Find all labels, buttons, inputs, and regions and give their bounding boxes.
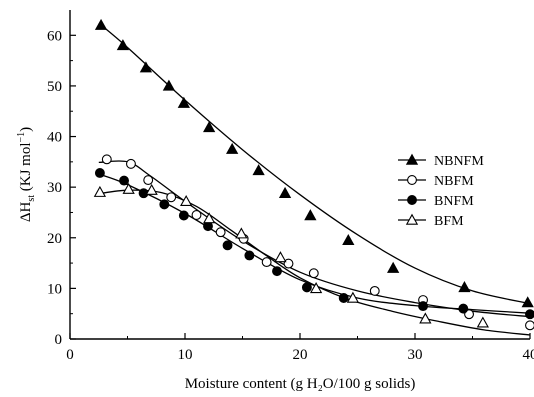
data-point-bfm	[145, 183, 158, 195]
data-point-bfm	[476, 316, 489, 328]
data-point-nbnfm	[304, 209, 317, 221]
data-point-nbnfm	[94, 18, 108, 30]
y-axis-label-unit: (KJ mol	[18, 142, 34, 195]
data-point-bnfm	[119, 175, 130, 186]
data-point-nbnfm	[116, 39, 130, 51]
data-point-nbnfm	[342, 233, 355, 246]
data-point-nbnfm	[139, 61, 153, 73]
data-point-bnfm	[458, 303, 469, 314]
data-point-nbnfm	[162, 79, 176, 91]
legend: NBNFM NBFM BNFM BFM	[398, 153, 484, 229]
data-point-bfm	[419, 312, 432, 324]
data-point-nbnfm	[252, 164, 265, 176]
data-point-bfm	[122, 182, 135, 194]
x-tick-label: 10	[178, 347, 193, 363]
y-axis-label-symbol: ΔH	[18, 202, 34, 223]
data-point-nbfm	[261, 257, 272, 268]
data-point-bnfm	[222, 240, 233, 251]
data-points	[93, 18, 534, 331]
y-axis-label: ΔHst (KJ mol−1)	[16, 127, 37, 222]
data-point-nbfm	[143, 175, 154, 186]
data-point-bfm	[346, 291, 360, 303]
x-tick-label: 40	[523, 347, 534, 363]
y-tick-label: 60	[47, 28, 62, 44]
data-point-bnfm	[301, 282, 312, 293]
data-point-nbnfm	[226, 142, 239, 154]
y-tick-label: 30	[47, 180, 62, 196]
x-tick-label: 20	[293, 347, 308, 363]
legend-marker-bnfm	[407, 195, 417, 205]
data-point-nbfm	[125, 158, 136, 169]
data-point-bnfm	[338, 293, 349, 303]
legend-marker-nbnfm	[405, 153, 419, 165]
legend-label-bnfm: BNFM	[434, 194, 474, 209]
x-tick-label: 30	[408, 347, 423, 363]
data-point-nbfm	[191, 210, 202, 220]
y-tick-label: 0	[55, 332, 63, 348]
data-point-bnfm	[94, 168, 105, 178]
data-point-bnfm	[244, 250, 255, 261]
data-point-nbfm	[525, 320, 534, 331]
data-point-bfm	[309, 282, 323, 294]
data-point-nbfm	[308, 268, 319, 279]
data-point-bnfm	[525, 309, 534, 320]
data-point-bnfm	[272, 266, 282, 277]
y-axis-label-superscript: −1	[16, 132, 27, 143]
data-point-nbnfm	[458, 281, 471, 293]
y-tick-label: 50	[47, 79, 62, 95]
data-point-nbfm	[283, 258, 294, 269]
data-point-bfm	[93, 185, 107, 197]
y-tick-label: 10	[47, 281, 62, 297]
data-point-bfm	[180, 194, 193, 207]
data-point-nbfm	[215, 227, 226, 238]
x-tick-label: 0	[66, 347, 74, 363]
y-tick-label: 20	[47, 231, 62, 247]
data-point-bnfm	[159, 199, 170, 210]
data-point-bnfm	[418, 301, 428, 312]
legend-marker-bfm	[405, 213, 419, 225]
data-point-bfm	[274, 251, 287, 263]
data-point-bfm	[235, 227, 248, 239]
data-point-nbfm	[369, 285, 380, 296]
y-axis-label-close: )	[18, 127, 34, 132]
y-tick-label: 40	[47, 130, 62, 146]
x-axis-label: Moisture content (g H₂O/100 g solids)	[185, 376, 416, 392]
data-point-nbnfm	[387, 261, 400, 273]
data-point-nbfm	[166, 192, 177, 203]
legend-label-bfm: BFM	[434, 214, 464, 229]
data-point-nbnfm	[278, 186, 292, 198]
data-point-bnfm	[178, 210, 189, 221]
data-point-nbnfm	[521, 296, 534, 308]
tick-group: 0 10 20 30 40 0 10 20 30 40 50 60	[47, 28, 534, 363]
data-point-nbnfm	[177, 96, 190, 108]
data-point-nbfm	[101, 154, 112, 165]
legend-marker-nbfm	[407, 175, 417, 185]
data-point-bfm	[203, 212, 216, 224]
legend-label-nbfm: NBFM	[434, 174, 474, 189]
fit-curve-bfm	[98, 189, 531, 336]
data-point-nbnfm	[203, 121, 216, 133]
y-axis-label-subscript: st	[26, 195, 37, 202]
legend-label-nbnfm: NBNFM	[434, 154, 484, 169]
